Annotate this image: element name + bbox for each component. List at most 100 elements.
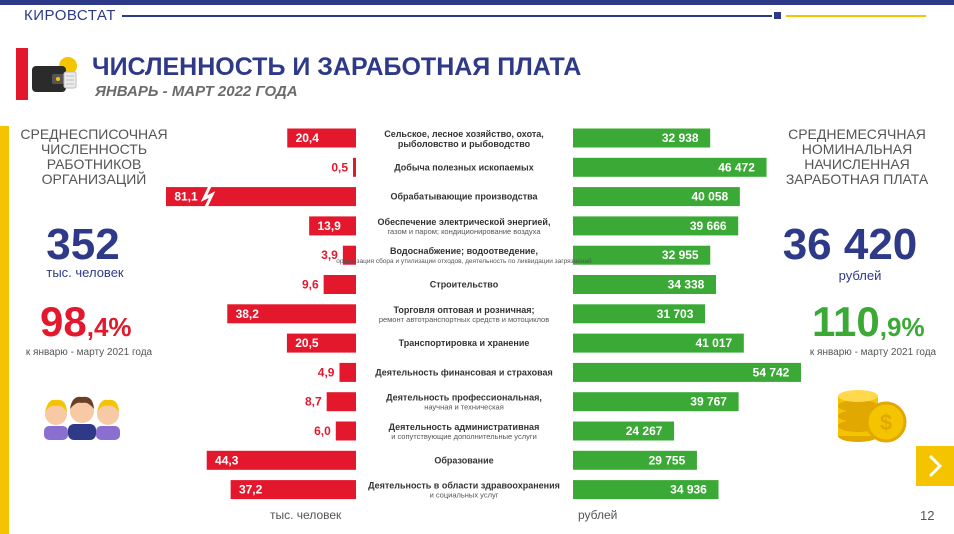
employees-value-label: 8,7 [305,395,322,409]
employees-bar [342,245,356,265]
salary-bar [573,128,711,148]
employees-bar [323,275,356,294]
salary-value-label: 34 338 [668,278,705,292]
salary-value-label: 24 267 [626,424,663,438]
employees-bar [230,480,356,500]
salary-value-label: 41 017 [695,336,732,350]
employees-bar [166,187,356,207]
employees-value-label: 4,9 [318,365,335,379]
salary-value-label: 32 938 [662,131,699,145]
employees-bar [227,304,356,324]
employees-value-label: 0,5 [331,160,348,174]
category-sublabel: ремонт автотранспортных средств и мотоци… [379,315,549,324]
category-label: Добыча полезных ископаемых [394,162,534,172]
salary-bar [573,245,711,265]
employees-value-label: 20,4 [296,131,320,145]
employees-bar [287,128,356,148]
category-label: Деятельность в области здравоохранения [368,481,560,491]
brand-name: КИРОВСТАТ [24,7,116,24]
salary-bar [573,480,719,500]
employees-value-label: 20,5 [295,336,319,350]
category-label: Водоснабжение; водоотведение, [390,246,538,256]
category-label: Обрабатывающие производства [390,192,538,202]
left-accent-bar [0,126,9,534]
category-label: Образование [434,455,493,465]
employees-bar [339,362,356,382]
salary-value-label: 34 936 [670,483,707,497]
axis-break-mark [200,185,216,208]
salary-bar [573,216,739,236]
title-accent [16,48,28,100]
employees-value-label: 3,9 [321,248,338,262]
salary-percent-dec: ,9% [879,312,925,342]
page-subtitle: ЯНВАРЬ - МАРТ 2022 ГОДА [95,83,298,100]
salary-bar [573,392,739,412]
employees-bar [353,157,356,177]
employees-value-label: 38,2 [236,307,260,321]
employees-value-label: 6,0 [314,424,331,438]
category-sublabel: организация сбора и утилизации отходов, … [336,257,592,265]
left-axis-unit: тыс. человек [270,508,342,522]
brand-divider-square [774,12,781,19]
category-label: Деятельность административная [389,422,540,432]
brand-divider-yellow [786,15,926,17]
coins-icon: $ [838,390,907,443]
employees-bar [326,392,356,412]
employees-unit: тыс. человек [46,265,124,280]
salary-unit: рублей [838,268,882,283]
salary-bar [573,333,744,353]
salary-bar [573,421,675,441]
next-slide-button[interactable] [916,446,954,486]
category-label: Торговля оптовая и розничная; [393,305,534,315]
page-title: ЧИСЛЕННОСТЬ И ЗАРАБОТНАЯ ПЛАТА [92,53,582,81]
salary-value-label: 39 767 [690,395,727,409]
employees-percent-dec: ,4% [86,312,132,342]
employees-heading: СРЕДНЕСПИСОЧНАЯ ЧИСЛЕННОСТЬ РАБОТНИКОВ О… [20,126,168,187]
salary-percent-int: 110 [812,298,880,345]
employees-bar [335,421,356,441]
salary-bar [573,304,706,324]
salary-value-label: 31 703 [657,307,694,321]
salary-bar [573,157,767,177]
salary-value-label: 29 755 [649,453,686,467]
employees-value-label: 37,2 [239,483,263,497]
brand-divider [122,15,772,17]
category-label: Сельское, лесное хозяйство, охота, [384,129,544,139]
employees-value-label: 44,3 [215,453,239,467]
employees-percent-int: 98 [40,298,87,345]
salary-comparison: к январю - марту 2021 года [809,347,937,358]
category-label: Деятельность финансовая и страховая [375,367,553,377]
category-label: рыболовство и рыбоводство [398,139,531,149]
salary-total: 36 420 [782,220,918,269]
category-sublabel: и сопутствующие дополнительные услуги [391,432,537,441]
salary-value-label: 54 742 [753,365,790,379]
salary-value-label: 40 058 [691,190,728,204]
right-axis-unit: рублей [578,508,618,522]
employees-total: 352 [46,220,120,269]
employees-percent: 98,4% [40,298,132,346]
people-icon [44,396,120,440]
employees-value-label: 81,1 [174,190,198,204]
category-sublabel: научная и техническая [424,403,504,412]
svg-text:$: $ [880,410,892,435]
chevron-right-icon [928,454,943,478]
category-label: Обеспечение электрической энергией, [378,217,551,227]
top-bar [0,0,954,5]
employees-bar [206,450,356,470]
salary-bar [573,362,801,382]
salary-percent: 110,9% [812,298,925,346]
category-label: Транспортировка и хранение [399,338,530,348]
salary-value-label: 46 472 [718,160,755,174]
salary-bar [573,187,740,207]
salary-heading: СРЕДНЕМЕСЯЧНАЯ НОМИНАЛЬНАЯ НАЧИСЛЕННАЯ З… [785,126,929,187]
employees-value-label: 9,6 [302,278,319,292]
salary-value-label: 39 666 [690,219,727,233]
employees-comparison: к январю - марту 2021 года [25,347,153,358]
employees-bar [286,333,356,353]
wallet-icon [32,57,77,92]
category-label: Деятельность профессиональная, [386,393,542,403]
page-number: 12 [920,508,935,523]
salary-value-label: 32 955 [662,248,699,262]
salary-bar [573,275,717,294]
category-sublabel: и социальных услуг [430,491,499,500]
